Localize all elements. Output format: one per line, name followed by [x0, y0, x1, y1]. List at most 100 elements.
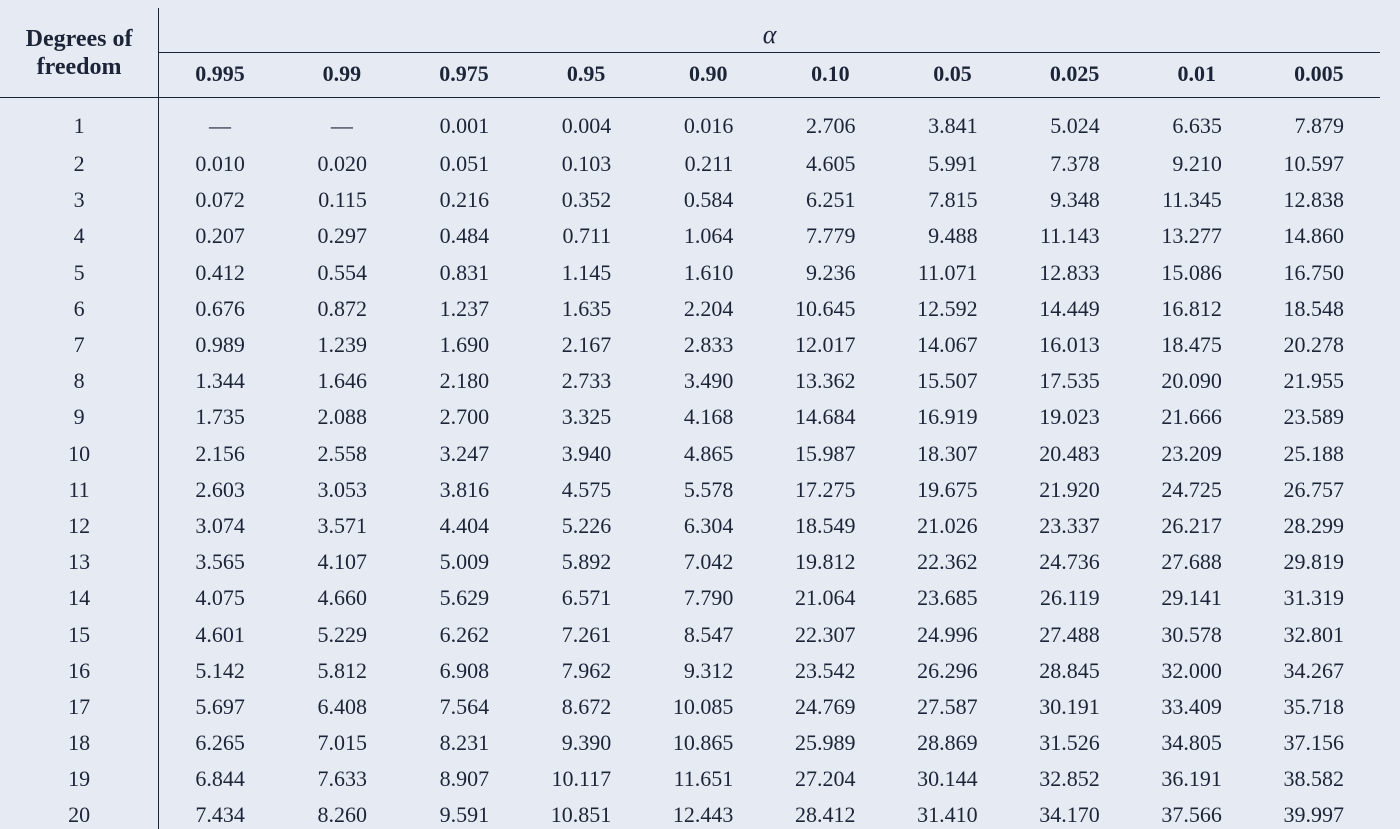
- value-cell: 10.085: [647, 689, 769, 725]
- col-header: 0.05: [891, 53, 1013, 98]
- value-cell: 0.872: [281, 291, 403, 327]
- value-cell: 14.860: [1258, 218, 1380, 254]
- value-cell: 21.026: [891, 508, 1013, 544]
- value-cell: 17.535: [1014, 363, 1136, 399]
- value-cell: 3.074: [159, 508, 281, 544]
- chi-square-table: Degrees of freedom α 0.995 0.99 0.975 0.…: [0, 8, 1380, 829]
- df-cell: 3: [0, 182, 159, 218]
- value-cell: 28.845: [1014, 653, 1136, 689]
- table-row: 1——0.0010.0040.0162.7063.8415.0246.6357.…: [0, 98, 1380, 147]
- value-cell: 12.017: [769, 327, 891, 363]
- value-cell: 30.191: [1014, 689, 1136, 725]
- value-cell: 22.362: [891, 544, 1013, 580]
- value-cell: 8.672: [525, 689, 647, 725]
- value-cell: 32.000: [1136, 653, 1258, 689]
- value-cell: 16.013: [1014, 327, 1136, 363]
- value-cell: 6.408: [281, 689, 403, 725]
- df-cell: 4: [0, 218, 159, 254]
- table-row: 186.2657.0158.2319.39010.86525.98928.869…: [0, 725, 1380, 761]
- table-body: 1——0.0010.0040.0162.7063.8415.0246.6357.…: [0, 98, 1380, 829]
- value-cell: 5.578: [647, 472, 769, 508]
- value-cell: 14.684: [769, 399, 891, 435]
- value-cell: 3.247: [403, 436, 525, 472]
- value-cell: 15.987: [769, 436, 891, 472]
- col-header: 0.10: [769, 53, 891, 98]
- value-cell: 11.651: [647, 761, 769, 797]
- df-cell: 15: [0, 616, 159, 652]
- value-cell: 2.156: [159, 436, 281, 472]
- value-cell: 1.735: [159, 399, 281, 435]
- value-cell: 0.412: [159, 255, 281, 291]
- value-cell: 0.297: [281, 218, 403, 254]
- value-cell: 4.601: [159, 616, 281, 652]
- value-cell: 18.549: [769, 508, 891, 544]
- value-cell: 26.217: [1136, 508, 1258, 544]
- value-cell: 34.170: [1014, 797, 1136, 829]
- value-cell: 8.547: [647, 616, 769, 652]
- value-cell: —: [159, 98, 281, 147]
- value-cell: 0.051: [403, 146, 525, 182]
- value-cell: 3.571: [281, 508, 403, 544]
- df-cell: 1: [0, 98, 159, 147]
- value-cell: 30.144: [891, 761, 1013, 797]
- row-header-line1: Degrees of: [26, 26, 133, 52]
- df-cell: 19: [0, 761, 159, 797]
- value-cell: 7.434: [159, 797, 281, 829]
- value-cell: 9.488: [891, 218, 1013, 254]
- value-cell: 33.409: [1136, 689, 1258, 725]
- df-cell: 8: [0, 363, 159, 399]
- value-cell: 2.558: [281, 436, 403, 472]
- table-row: 40.2070.2970.4840.7111.0647.7799.48811.1…: [0, 218, 1380, 254]
- value-cell: 0.072: [159, 182, 281, 218]
- value-cell: 31.319: [1258, 580, 1380, 616]
- value-cell: 5.812: [281, 653, 403, 689]
- col-header: 0.025: [1014, 53, 1136, 98]
- value-cell: 7.790: [647, 580, 769, 616]
- value-cell: 26.296: [891, 653, 1013, 689]
- table-row: 133.5654.1075.0095.8927.04219.81222.3622…: [0, 544, 1380, 580]
- value-cell: 3.940: [525, 436, 647, 472]
- value-cell: 18.475: [1136, 327, 1258, 363]
- value-cell: 25.989: [769, 725, 891, 761]
- value-cell: 6.571: [525, 580, 647, 616]
- value-cell: 10.597: [1258, 146, 1380, 182]
- value-cell: 3.490: [647, 363, 769, 399]
- value-cell: 14.449: [1014, 291, 1136, 327]
- value-cell: 24.725: [1136, 472, 1258, 508]
- value-cell: 2.706: [769, 98, 891, 147]
- value-cell: 19.023: [1014, 399, 1136, 435]
- value-cell: 1.690: [403, 327, 525, 363]
- value-cell: 0.554: [281, 255, 403, 291]
- value-cell: 24.996: [891, 616, 1013, 652]
- value-cell: 6.304: [647, 508, 769, 544]
- value-cell: 7.564: [403, 689, 525, 725]
- value-cell: 37.566: [1136, 797, 1258, 829]
- df-cell: 11: [0, 472, 159, 508]
- value-cell: 21.666: [1136, 399, 1258, 435]
- value-cell: 12.443: [647, 797, 769, 829]
- df-cell: 12: [0, 508, 159, 544]
- value-cell: 6.635: [1136, 98, 1258, 147]
- value-cell: 0.010: [159, 146, 281, 182]
- table-row: 20.0100.0200.0510.1030.2114.6055.9917.37…: [0, 146, 1380, 182]
- value-cell: 20.483: [1014, 436, 1136, 472]
- value-cell: 14.067: [891, 327, 1013, 363]
- value-cell: 0.020: [281, 146, 403, 182]
- df-cell: 7: [0, 327, 159, 363]
- col-header: 0.01: [1136, 53, 1258, 98]
- value-cell: 26.119: [1014, 580, 1136, 616]
- value-cell: 31.410: [891, 797, 1013, 829]
- table-row: 123.0743.5714.4045.2266.30418.54921.0262…: [0, 508, 1380, 544]
- value-cell: 29.141: [1136, 580, 1258, 616]
- value-cell: 5.229: [281, 616, 403, 652]
- value-cell: 3.841: [891, 98, 1013, 147]
- value-cell: 8.260: [281, 797, 403, 829]
- value-cell: 21.920: [1014, 472, 1136, 508]
- value-cell: 12.833: [1014, 255, 1136, 291]
- value-cell: 0.352: [525, 182, 647, 218]
- table-row: 207.4348.2609.59110.85112.44328.41231.41…: [0, 797, 1380, 829]
- value-cell: 20.278: [1258, 327, 1380, 363]
- value-cell: 7.042: [647, 544, 769, 580]
- value-cell: 9.210: [1136, 146, 1258, 182]
- value-cell: 2.088: [281, 399, 403, 435]
